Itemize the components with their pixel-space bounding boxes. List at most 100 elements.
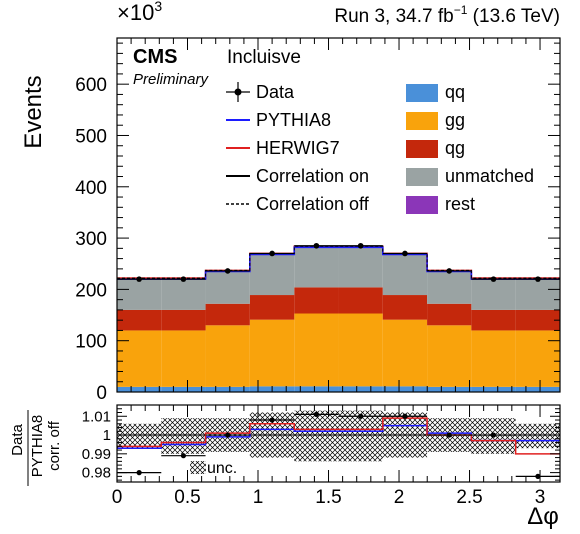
bar-gg: [294, 313, 339, 387]
legend-label: gg: [445, 110, 465, 130]
data-point: [446, 268, 453, 274]
bar-unmatched: [515, 279, 560, 310]
unc-band-bin: [294, 410, 339, 462]
data-point: [224, 268, 231, 274]
ratio-data-point: [490, 432, 497, 438]
unc-band-bin: [515, 423, 560, 449]
bar-qg: [338, 287, 383, 314]
cms-label: CMS: [133, 46, 177, 68]
legend-label: rest: [445, 194, 475, 214]
data-point: [313, 242, 320, 249]
bar-gg: [117, 330, 162, 387]
legend-label: Data: [256, 82, 295, 102]
bar-gg: [471, 330, 516, 387]
bar-qg: [294, 287, 339, 314]
bar-qq: [471, 386, 516, 392]
legend-swatch-gg: [406, 112, 438, 130]
legend-label: PYTHIA8: [256, 110, 331, 130]
ratio-data-point: [402, 413, 408, 419]
bar-qg: [161, 309, 206, 331]
legend-label: qq: [445, 82, 465, 102]
main-frame: [116, 37, 561, 393]
bar-qg: [382, 295, 428, 320]
bar-qq: [294, 386, 339, 392]
legend-label: Correlation on: [256, 166, 369, 186]
selection-label: Incluisve: [227, 47, 301, 68]
y-tick-label: 500: [75, 126, 107, 147]
y-multiplier: ×103: [117, 0, 162, 25]
unc-band-bin: [338, 410, 383, 462]
legend-label: HERWIG7: [256, 138, 340, 158]
corr-off-line: [117, 245, 560, 279]
bar-qg: [117, 309, 162, 331]
legend-swatch-unmatched: [406, 168, 438, 186]
bar-gg: [161, 330, 206, 387]
bar-qg: [515, 309, 560, 331]
ratio-legend: unc.: [190, 460, 237, 477]
x-tick-label: 1.5: [315, 487, 341, 508]
data-points: [117, 242, 561, 282]
y-tick-label: 200: [75, 280, 107, 301]
main-axis-ticks: 0 100 200 300 400 500 600: [75, 38, 560, 404]
legend-swatch-qg: [406, 140, 438, 158]
ratio-y-label-line3: corr. off: [46, 420, 63, 471]
x-tick-label: 0: [112, 487, 123, 508]
bar-unmatched: [471, 279, 516, 310]
stacked-histogram: [117, 247, 560, 392]
ratio-y-tick-label: 1.01: [82, 408, 111, 425]
bar-unmatched: [117, 279, 162, 310]
y-tick-label: 300: [75, 229, 107, 250]
bar-gg: [382, 319, 428, 387]
ratio-y-label: Data PYTHIA8 corr. off: [9, 410, 63, 486]
y-tick-label: 0: [96, 383, 107, 404]
ratio-y-tick-label: 0.99: [82, 446, 111, 463]
bar-qq: [117, 386, 162, 392]
legend-swatch-rest: [406, 196, 438, 214]
ratio-panel: 0.98 0.99 1 1.01 0 0.5 1 1.5 2 2.5 3 unc. Data PYT…: [9, 404, 561, 530]
x-tick-label: 0.5: [174, 487, 200, 508]
bar-unmatched: [249, 254, 295, 296]
bar-qg: [427, 303, 472, 326]
ratio-data-point: [180, 453, 187, 459]
legend: Data PYTHIA8 HERWIG7 Correlation on Correlat…: [226, 82, 534, 214]
legend-label: Correlation off: [256, 194, 370, 214]
bar-qg: [249, 295, 295, 320]
bar-gg: [249, 319, 295, 387]
ratio-line-herwig7: [117, 417, 560, 455]
y-tick-label: 100: [75, 332, 107, 353]
preliminary-label: Preliminary: [133, 71, 210, 88]
bar-unmatched: [294, 247, 339, 288]
main-panel: 0 100 200 300 400 500 600 Events CMS Prelimina…: [20, 37, 561, 404]
x-tick-label: 3: [535, 487, 546, 508]
ratio-data-point: [136, 470, 142, 476]
bar-gg: [205, 325, 250, 387]
data-point: [269, 250, 275, 257]
y-tick-label: 600: [75, 75, 107, 96]
bar-qg: [205, 303, 250, 326]
x-axis-label: Δφ: [527, 503, 559, 530]
bar-qq: [515, 386, 560, 392]
y-tick-label: 400: [75, 178, 107, 199]
ratio-y-tick-label: 1: [103, 427, 111, 444]
data-point: [136, 276, 142, 282]
unc-band-bin: [117, 423, 162, 449]
unc-legend-label: unc.: [207, 460, 237, 477]
bar-qq: [382, 386, 428, 392]
run-info: Run 3, 34.7 fb−1 (13.6 TeV): [334, 3, 560, 27]
ratio-y-label-line2: PYTHIA8: [29, 415, 46, 478]
ratio-y-tick-label: 0.98: [82, 465, 111, 482]
legend-label: qg: [445, 138, 465, 158]
bar-qq: [338, 386, 383, 392]
legend-label: unmatched: [445, 166, 534, 186]
data-point: [180, 276, 187, 282]
bar-unmatched: [338, 247, 383, 288]
bar-gg: [338, 313, 383, 387]
x-tick-label: 2: [394, 487, 405, 508]
data-point: [357, 242, 364, 249]
bar-gg: [427, 325, 472, 387]
ratio-data-points: [117, 411, 561, 479]
data-point: [535, 276, 541, 282]
unc-band-bin: [161, 418, 206, 454]
bar-qq: [427, 386, 472, 392]
